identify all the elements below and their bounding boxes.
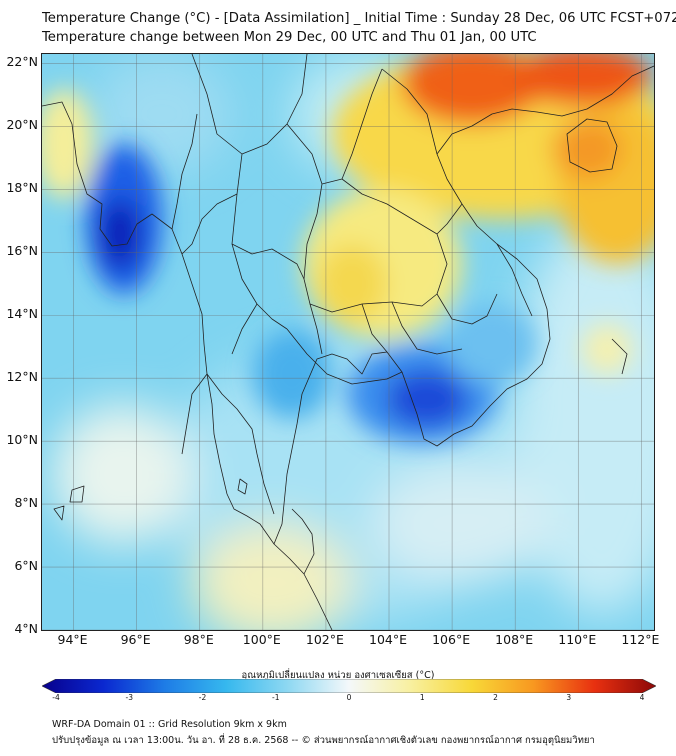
lat-label: 8°N	[14, 495, 38, 511]
lat-label: 14°N	[6, 306, 38, 322]
lat-label: 20°N	[6, 117, 38, 133]
map-title-line-1: Temperature Change (°C) - [Data Assimila…	[42, 11, 676, 26]
colorbar-tick-label: 0	[346, 693, 352, 702]
lon-label: 100°E	[242, 632, 281, 647]
colorbar-tick-label: 3	[566, 693, 572, 702]
colorbar	[42, 679, 656, 693]
colorbar-tick-label: -3	[125, 693, 133, 702]
lat-label: 18°N	[6, 180, 38, 196]
map-title-line-2: Temperature change between Mon 29 Dec, 0…	[42, 30, 537, 45]
lon-label: 104°E	[368, 632, 408, 647]
lon-label: 94°E	[57, 632, 88, 647]
footer-model-info: WRF-DA Domain 01 :: Grid Resolution 9km …	[52, 719, 287, 730]
temperature-change-map	[41, 53, 655, 631]
lat-label: 4°N	[14, 621, 38, 636]
lat-label: 12°N	[6, 369, 38, 385]
coastline-and-borders	[42, 54, 654, 630]
colorbar-tick-label: -4	[52, 693, 60, 702]
lat-lon-grid	[42, 54, 654, 630]
lat-label: 22°N	[6, 54, 38, 70]
colorbar-title: อุณหภูมิเปลี่ยนแปลง หน่วย องศาเซลเซียส (…	[241, 670, 435, 681]
lon-label: 102°E	[305, 632, 344, 647]
colorbar-tick-label: 4	[639, 693, 645, 702]
lon-label: 108°E	[495, 632, 534, 647]
colorbar-tick-label: -1	[272, 693, 280, 702]
colorbar-tick-label: 1	[419, 693, 425, 702]
field-anomaly-layer	[42, 54, 654, 444]
colorbar-tick-label: -2	[198, 693, 207, 702]
lat-label: 6°N	[14, 558, 38, 574]
lat-label: 16°N	[6, 243, 38, 259]
colorbar-body	[42, 679, 656, 693]
lon-label: 106°E	[432, 632, 471, 647]
lon-label: 110°E	[558, 632, 597, 647]
colorbar-tick-label: 2	[493, 693, 498, 702]
lat-label: 10°N	[6, 432, 38, 448]
footer-update-info: ปรับปรุงข้อมูล ณ เวลา 13:00น. วัน อา. ที…	[52, 735, 595, 746]
lon-label: 96°E	[120, 632, 151, 647]
lon-label: 112°E	[621, 632, 660, 647]
lon-label: 98°E	[183, 632, 214, 647]
